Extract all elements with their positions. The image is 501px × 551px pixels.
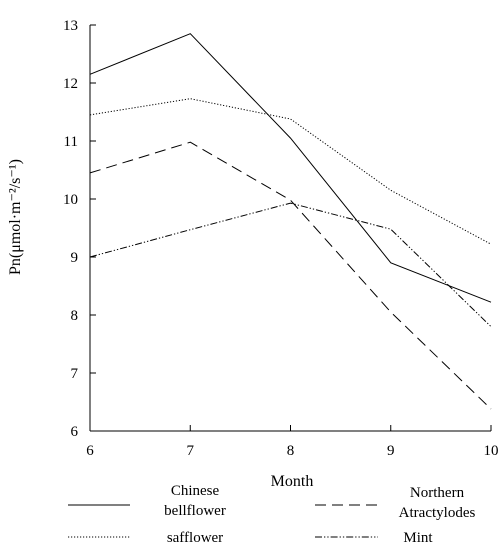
chart-axes — [89, 25, 491, 432]
x-tick-label: 7 — [187, 443, 195, 459]
chart-series-lines — [89, 33, 492, 410]
x-tick-label: 8 — [287, 443, 295, 459]
y-tick-label: 11 — [64, 134, 78, 150]
series-line-2 — [89, 141, 492, 410]
y-tick-label: 7 — [71, 366, 79, 382]
legend-label-2: Northern Atractylodes — [399, 485, 476, 521]
y-tick-label: 13 — [63, 18, 78, 34]
series-line-3 — [89, 98, 492, 245]
legend-label-line: Mint — [403, 530, 433, 546]
series-line-4 — [89, 202, 492, 327]
legend-label-line: Atractylodes — [399, 505, 476, 521]
y-tick-label: 9 — [71, 250, 79, 266]
chart-ticks: 6 7 8 9 10 11 12 13 6 7 8 9 10 — [63, 18, 499, 459]
y-tick-label: 8 — [71, 308, 79, 324]
chart-legend: Chinese bellflower Northern Atractylodes saf… — [68, 483, 475, 546]
x-tick-label: 6 — [86, 443, 94, 459]
legend-label-3: safflower — [167, 530, 223, 546]
y-tick-label: 6 — [71, 424, 79, 440]
legend-label-1: Chinese bellflower — [164, 483, 226, 519]
x-tick-label: 10 — [484, 443, 499, 459]
legend-label-line: safflower — [167, 530, 223, 546]
series-line-1 — [89, 33, 492, 303]
x-tick-label: 9 — [387, 443, 395, 459]
y-tick-label: 12 — [63, 76, 78, 92]
legend-label-4: Mint — [403, 530, 433, 546]
legend-label-line: bellflower — [164, 503, 226, 519]
legend-label-line: Chinese — [171, 483, 220, 499]
x-axis-label: Month — [271, 473, 314, 490]
y-tick-label: 10 — [63, 192, 78, 208]
y-axis-label: Pn(μmol·m⁻²/s⁻¹) — [7, 159, 24, 275]
legend-label-line: Northern — [410, 485, 465, 501]
